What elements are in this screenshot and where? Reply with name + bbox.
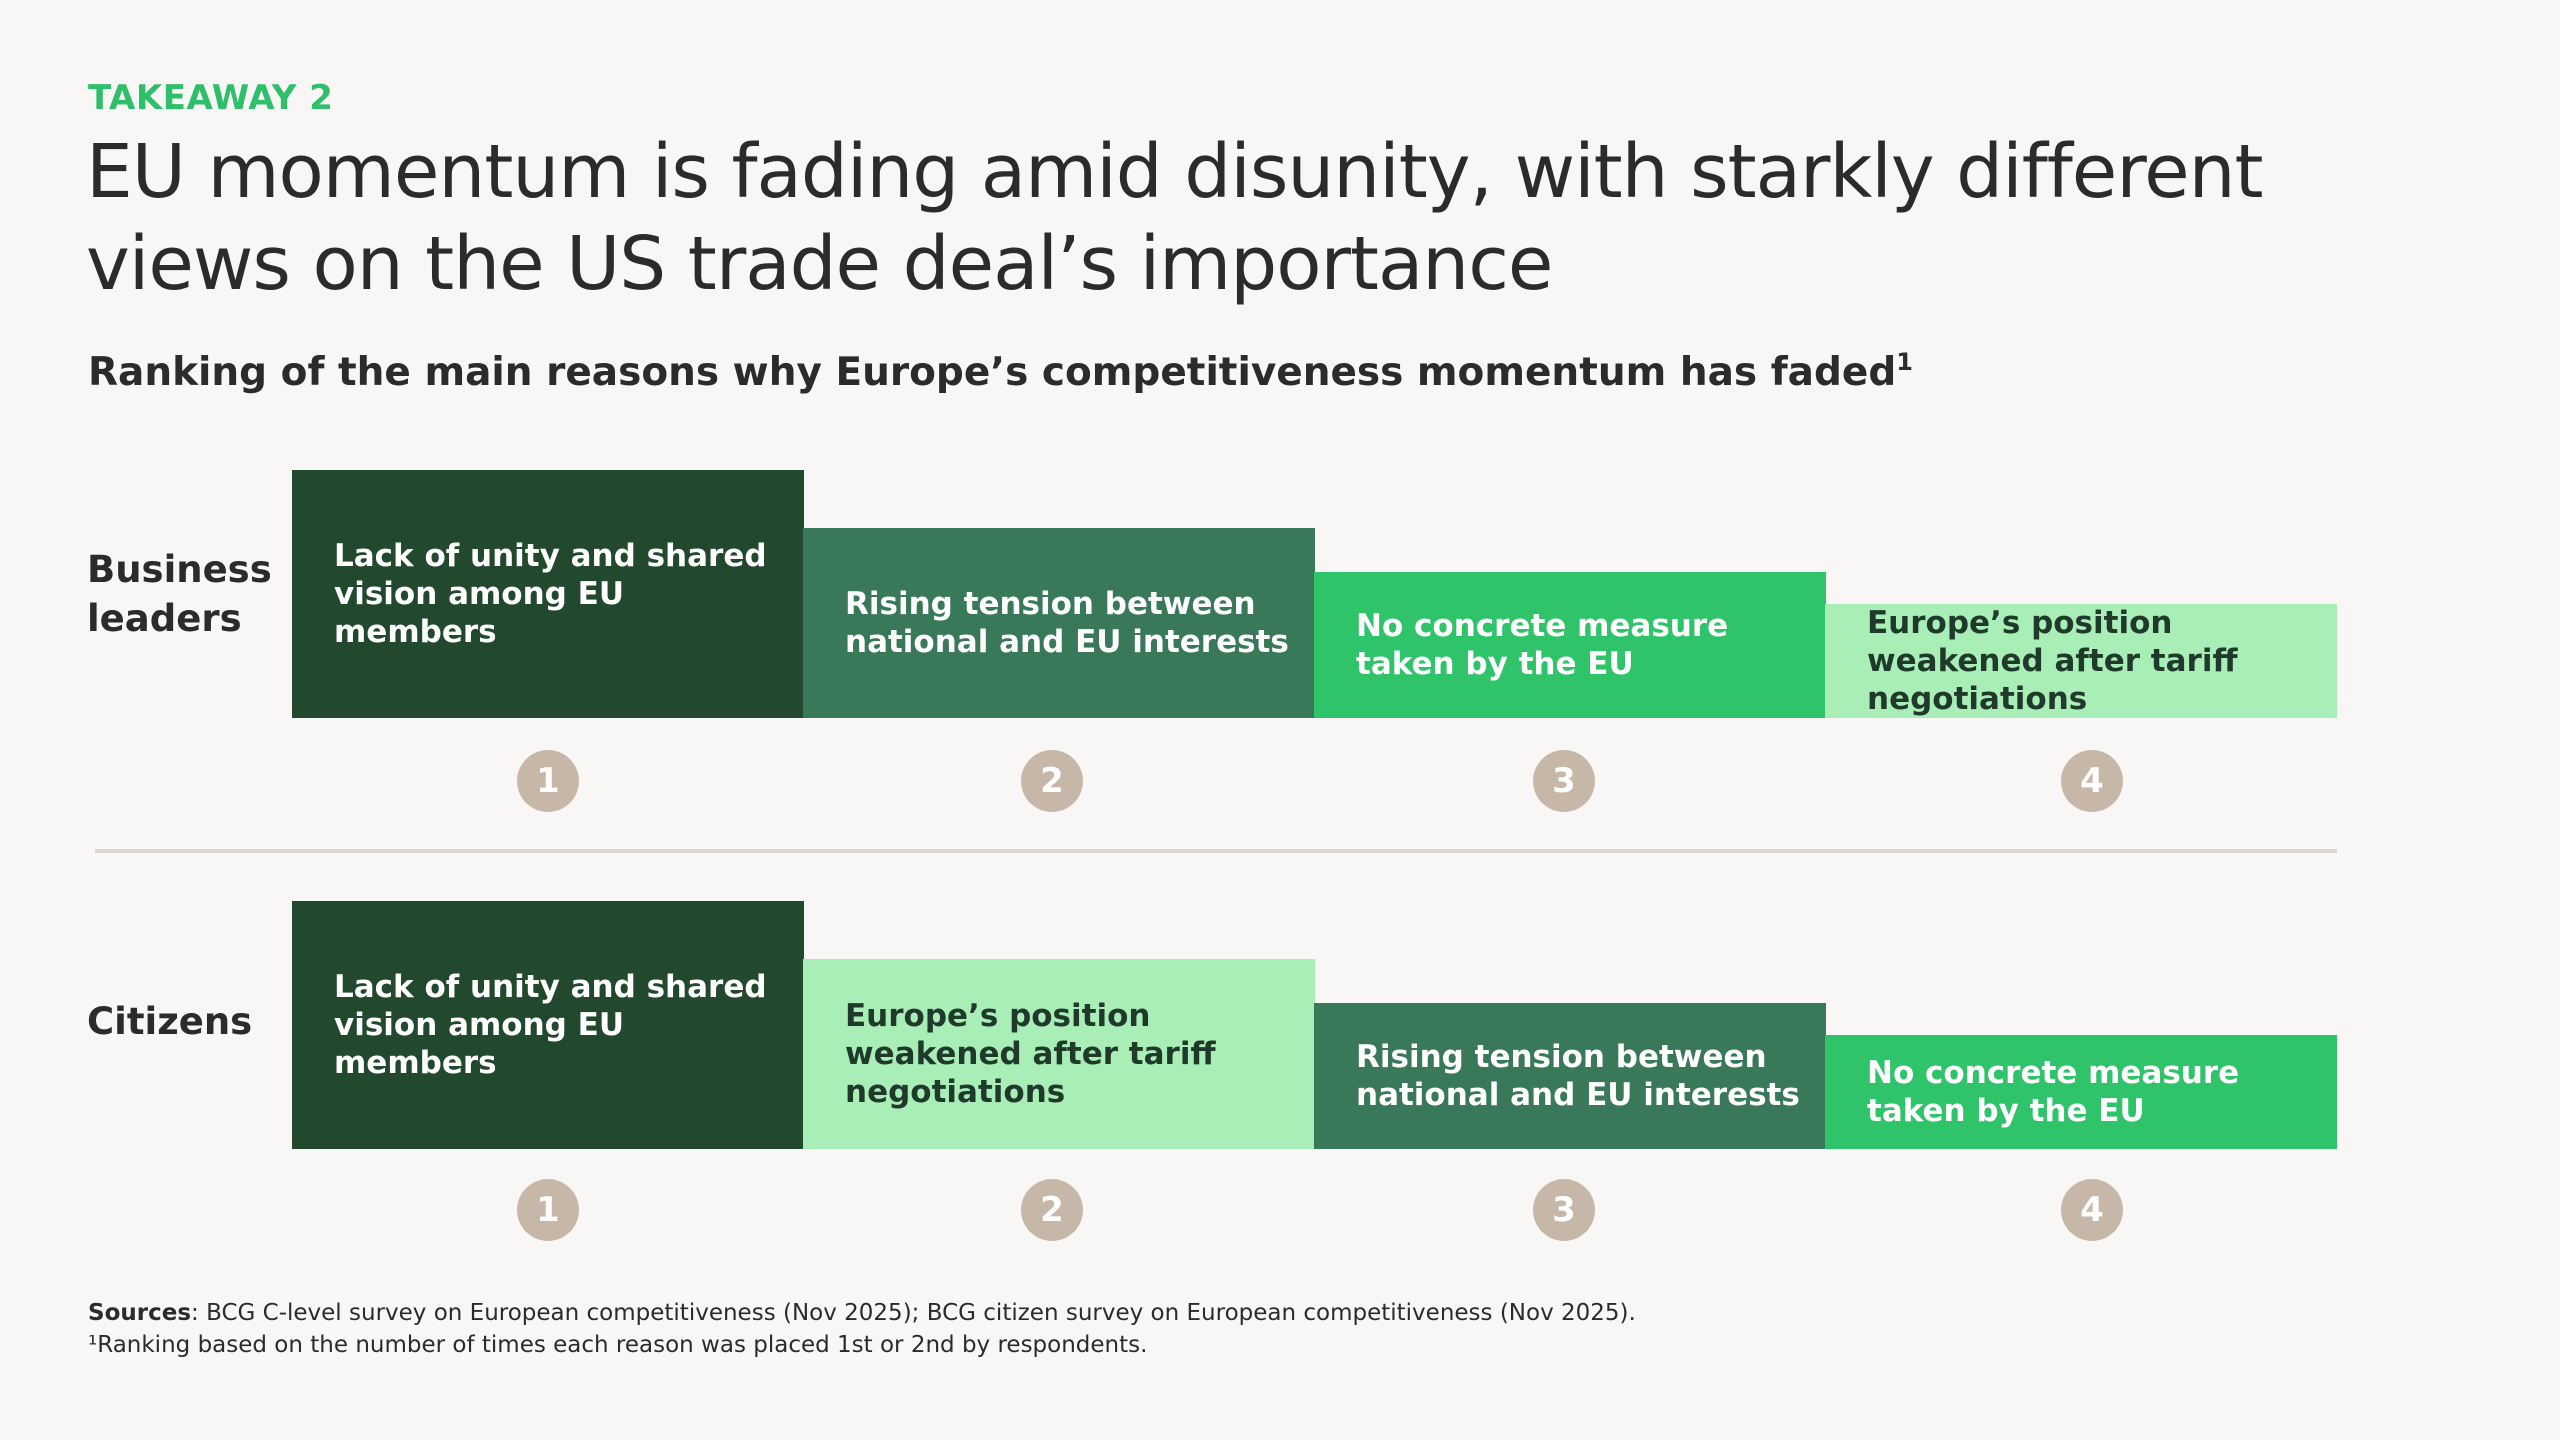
ranking-bar: Lack of unity and shared vision among EU… xyxy=(292,470,804,718)
business-leaders-label: Business leaders xyxy=(87,548,272,640)
ranking-bar: Europe’s position weakened after tariff … xyxy=(1825,604,2337,718)
headline: EU momentum is fading amid disunity, wit… xyxy=(86,129,2264,307)
chart-subtitle-text: Ranking of the main reasons why Europe’s… xyxy=(88,350,1897,395)
ranking-bar: No concrete measure taken by the EU xyxy=(1825,1035,2337,1149)
sources-line: Sources: BCG C-level survey on European … xyxy=(88,1297,2388,1329)
ranking-bar-label: Europe’s position weakened after tariff … xyxy=(1867,605,2238,717)
rank-badge: 2 xyxy=(1021,1179,1083,1241)
rank-badge: 4 xyxy=(2061,1179,2123,1241)
sources-footer: Sources: BCG C-level survey on European … xyxy=(88,1297,2388,1361)
section-divider xyxy=(95,849,2337,853)
ranking-bar: Rising tension between national and EU i… xyxy=(1314,1003,1826,1149)
ranking-bar: Europe’s position weakened after tariff … xyxy=(803,959,1315,1149)
ranking-bar-label: Europe’s position weakened after tariff … xyxy=(845,998,1216,1110)
chart-subtitle: Ranking of the main reasons why Europe’s… xyxy=(88,348,1913,395)
ranking-bar: No concrete measure taken by the EU xyxy=(1314,572,1826,718)
ranking-bar-label: Rising tension between national and EU i… xyxy=(845,586,1289,660)
footnote-text: ¹Ranking based on the number of times ea… xyxy=(88,1332,1148,1358)
takeaway-label: TAKEAWAY 2 xyxy=(88,78,334,118)
ranking-bar-label: No concrete measure taken by the EU xyxy=(1867,1055,2240,1129)
ranking-bar-label: Lack of unity and shared vision among EU… xyxy=(334,538,767,650)
ranking-bar-label: No concrete measure taken by the EU xyxy=(1356,608,1729,682)
sources-label: Sources xyxy=(88,1300,192,1326)
footnote-mark: 1 xyxy=(1896,348,1913,376)
rank-badge: 1 xyxy=(517,1179,579,1241)
sources-text: : BCG C-level survey on European competi… xyxy=(191,1300,1636,1326)
ranking-bar-label: Lack of unity and shared vision among EU… xyxy=(334,969,767,1081)
ranking-bar-label: Rising tension between national and EU i… xyxy=(1356,1039,1800,1113)
rank-badge: 2 xyxy=(1021,750,1083,812)
citizens-label: Citizens xyxy=(87,1000,253,1043)
rank-badge: 3 xyxy=(1533,1179,1595,1241)
ranking-bar: Rising tension between national and EU i… xyxy=(803,528,1315,718)
rank-badge: 4 xyxy=(2061,750,2123,812)
rank-badge: 3 xyxy=(1533,750,1595,812)
ranking-bar: Lack of unity and shared vision among EU… xyxy=(292,901,804,1149)
rank-badge: 1 xyxy=(517,750,579,812)
